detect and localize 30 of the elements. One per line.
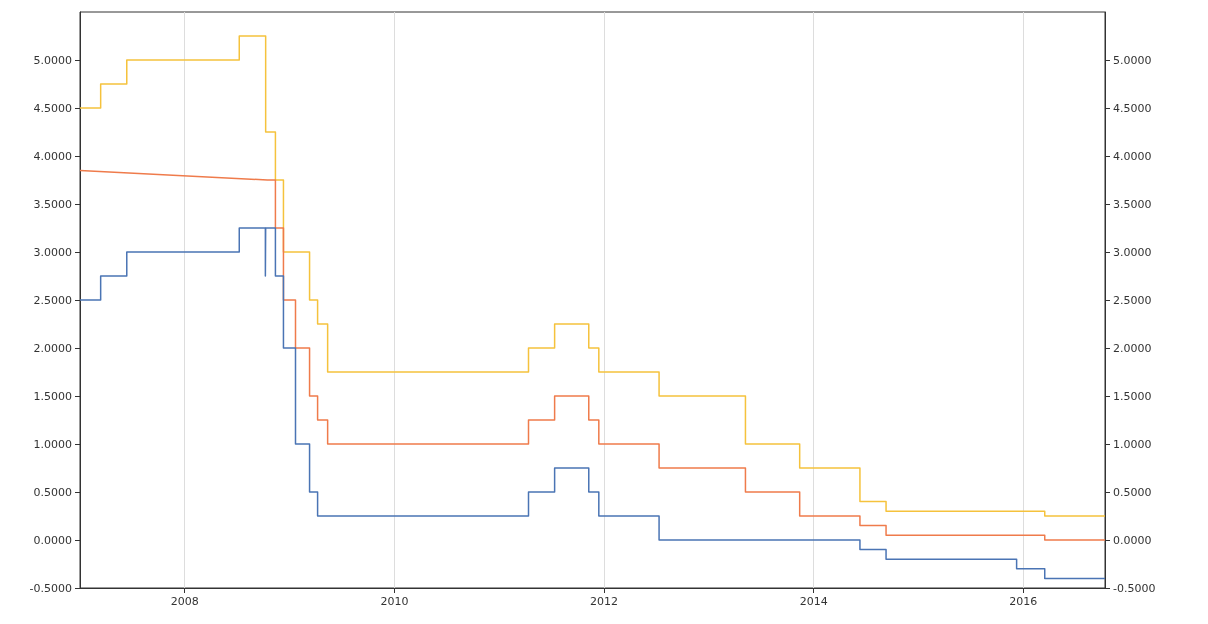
x-tick-label: 2010 bbox=[380, 595, 409, 608]
y2-tick-label: 2.5000 bbox=[1113, 293, 1152, 307]
y-tick-label: 1.0000 bbox=[33, 437, 72, 451]
y2-tick-label: 2.0000 bbox=[1113, 341, 1152, 355]
x-tick-label: 2016 bbox=[1009, 595, 1038, 608]
y2-tick-label: 4.5000 bbox=[1113, 101, 1152, 115]
y2-tick-label: 4.0000 bbox=[1113, 149, 1152, 163]
y-tick-label: 0.0000 bbox=[33, 533, 72, 547]
y2-tick-label: 1.5000 bbox=[1113, 389, 1152, 403]
y-tick-label: 3.0000 bbox=[33, 245, 72, 259]
y2-tick-label: 1.0000 bbox=[1113, 437, 1152, 451]
y-tick-label: 5.0000 bbox=[33, 53, 72, 67]
y-tick-label: 0.5000 bbox=[33, 485, 72, 499]
y-tick-label: 1.5000 bbox=[33, 389, 72, 403]
y-tick-label: 3.5000 bbox=[33, 197, 72, 211]
x-tick-label: 2008 bbox=[170, 595, 199, 608]
y2-tick-label: 3.5000 bbox=[1113, 197, 1152, 211]
y2-tick-label: 0.5000 bbox=[1113, 485, 1152, 499]
y-tick-label: -0.5000 bbox=[29, 581, 72, 595]
x-tick-label: 2014 bbox=[799, 595, 828, 608]
y-tick-label: 4.5000 bbox=[33, 101, 72, 115]
y-tick-label: 2.5000 bbox=[33, 293, 72, 307]
y2-tick-label: 3.0000 bbox=[1113, 245, 1152, 259]
y2-tick-label: -0.5000 bbox=[1113, 581, 1156, 595]
line-series bbox=[79, 169, 1106, 541]
y2-tick-label: 5.0000 bbox=[1113, 53, 1152, 67]
y-tick-label: 2.0000 bbox=[33, 341, 72, 355]
y2-tick-label: 0.0000 bbox=[1113, 533, 1152, 547]
y-tick-label: 4.0000 bbox=[33, 149, 72, 163]
x-tick-label: 2012 bbox=[589, 595, 618, 608]
